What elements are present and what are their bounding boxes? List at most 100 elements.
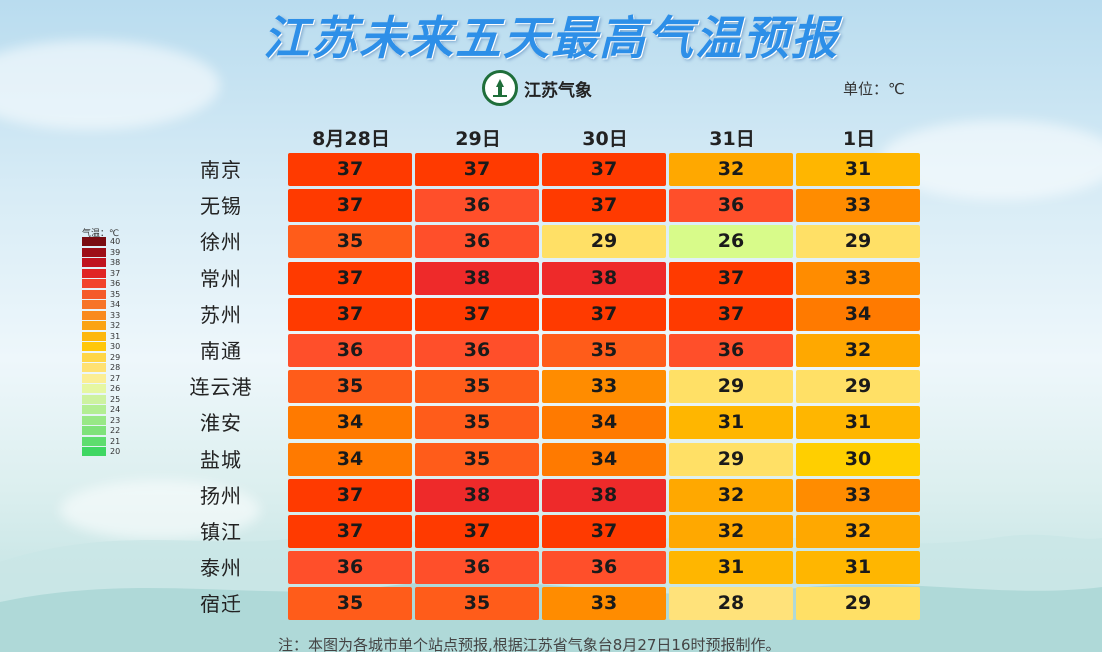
temperature-cell: 36: [415, 334, 539, 367]
legend-label: 33: [110, 310, 121, 320]
legend-label: 35: [110, 289, 121, 299]
legend-swatch: [82, 405, 106, 414]
temperature-cell: 33: [796, 189, 920, 223]
temperature-cell: 35: [415, 442, 539, 476]
city-label: 常州: [200, 266, 242, 291]
legend-label: 32: [110, 321, 121, 330]
temperature-cell: 33: [796, 261, 920, 295]
legend-label: 40: [110, 237, 121, 246]
legend-swatch: [82, 394, 106, 404]
temperature-cell: 34: [542, 406, 666, 440]
temperature-cell: 37: [415, 153, 539, 186]
temperature-legend: 气温：℃ 40 39 38 37 36 35 34 33 32 31 30 29 28 27 26 25 24 2…: [80, 226, 120, 456]
temperature-cell: 34: [288, 442, 412, 476]
temperature-cell: 35: [542, 334, 666, 367]
temperature-cell: 31: [796, 406, 920, 440]
temperature-cell: 37: [288, 153, 412, 186]
temperature-cell: 37: [288, 478, 412, 512]
temperature-cell: 29: [669, 370, 793, 404]
temperature-cell: 35: [415, 406, 539, 440]
temperature-cell: 38: [415, 261, 539, 295]
temperature-cell: 36: [288, 551, 412, 585]
legend-label: 37: [110, 268, 121, 278]
temperature-cell: 37: [669, 261, 793, 295]
temperature-cell: 32: [669, 515, 793, 548]
temperature-cell: 35: [415, 587, 539, 621]
legend-swatch: [82, 426, 106, 435]
temperature-cell: 29: [796, 587, 920, 621]
temperature-cell: 32: [796, 515, 920, 548]
temperature-cell: 35: [415, 370, 539, 404]
temperature-cell: 37: [288, 515, 412, 548]
legend-swatch: [82, 384, 106, 393]
legend-swatch: [82, 289, 106, 299]
legend-swatch: [82, 352, 106, 362]
legend-swatch: [82, 342, 106, 351]
temperature-cell: 29: [796, 225, 920, 259]
city-label: 苏州: [200, 302, 242, 327]
footnote: 注：本图为各城市单个站点预报,根据江苏省气象台8月27日16时预报制作。: [278, 636, 781, 652]
date-header: 30日: [582, 128, 628, 150]
legend-label: 34: [110, 300, 121, 309]
legend-label: 23: [110, 415, 121, 425]
city-label: 无锡: [200, 194, 242, 219]
legend-swatch: [82, 268, 106, 278]
cloud-decoration: [0, 40, 220, 130]
cloud-decoration: [60, 480, 260, 540]
temperature-cell: 29: [669, 442, 793, 476]
temperature-cell: 36: [288, 334, 412, 367]
temperature-cell: 36: [415, 225, 539, 259]
legend-label: 21: [110, 436, 121, 446]
legend-swatch: [82, 331, 106, 341]
unit-label: 单位：℃: [843, 80, 905, 98]
legend-label: 39: [110, 247, 121, 257]
legend-swatch: [82, 321, 106, 330]
weather-bureau-logo-icon: [482, 70, 518, 106]
city-label: 徐州: [200, 230, 242, 255]
legend-label: 28: [110, 363, 121, 372]
legend-swatch: [82, 310, 106, 320]
date-header: 29日: [455, 128, 501, 150]
city-label: 淮安: [200, 411, 242, 436]
temperature-cell: 34: [796, 297, 920, 331]
temperature-cell: 28: [669, 587, 793, 621]
temperature-cell: 37: [542, 515, 666, 548]
city-label: 镇江: [200, 520, 242, 544]
temperature-cell: 37: [288, 189, 412, 223]
temperature-cell: 33: [542, 587, 666, 621]
legend-label: 26: [110, 384, 121, 393]
logo: 江苏气象: [482, 70, 592, 106]
city-label: 南通: [200, 339, 242, 363]
legend-title: 气温：℃: [82, 229, 120, 239]
city-label: 泰州: [200, 556, 242, 581]
legend-swatch: [82, 247, 106, 257]
legend-swatch: [82, 436, 106, 446]
page-title: 江苏未来五天最高气温预报: [263, 11, 839, 65]
legend-swatch: [82, 415, 106, 425]
city-label: 盐城: [200, 447, 242, 472]
temperature-cell: 36: [542, 551, 666, 585]
legend-swatch: [82, 363, 106, 372]
temperature-cell: 35: [288, 370, 412, 404]
temperature-cell: 35: [288, 225, 412, 259]
legend-label: 22: [110, 426, 121, 435]
legend-label: 27: [110, 373, 121, 383]
legend-label: 36: [110, 279, 121, 288]
temperature-cell: 37: [542, 297, 666, 331]
date-header: 31日: [709, 128, 755, 150]
logo-text: 江苏气象: [524, 80, 592, 101]
temperature-cell: 38: [415, 478, 539, 512]
city-label: 南京: [200, 158, 242, 182]
legend-label: 29: [110, 352, 121, 362]
city-label: 连云港: [189, 375, 253, 400]
temperature-cell: 29: [796, 370, 920, 404]
temperature-cell: 34: [542, 442, 666, 476]
temperature-cell: 26: [669, 225, 793, 259]
temperature-cell: 36: [415, 189, 539, 223]
date-header: 1日: [842, 128, 876, 150]
temperature-cell: 37: [288, 261, 412, 295]
temperature-cell: 38: [542, 478, 666, 512]
legend-label: 20: [110, 447, 121, 456]
temperature-cell: 31: [669, 406, 793, 440]
legend-label: 31: [110, 331, 121, 341]
